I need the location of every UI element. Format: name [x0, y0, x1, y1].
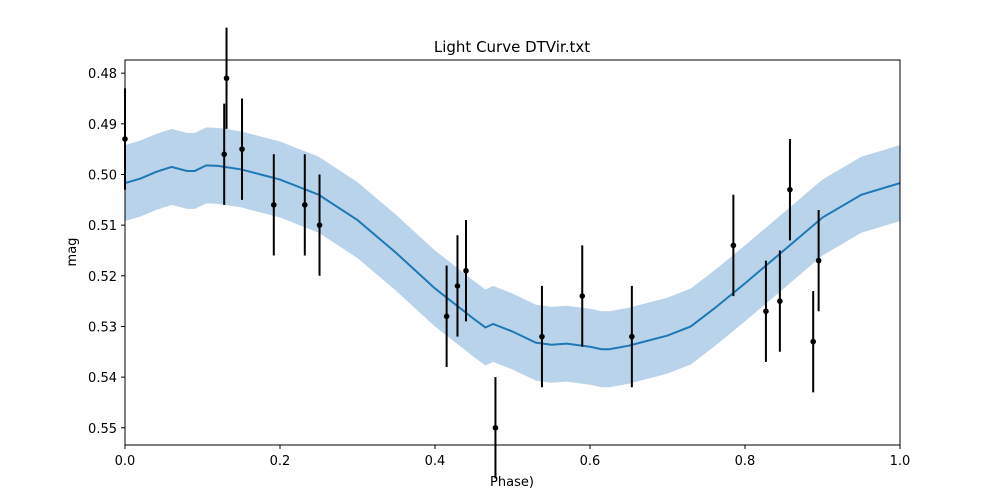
data-point — [810, 338, 816, 345]
x-tick-label: 1.0 — [890, 454, 911, 469]
x-tick-label: 0.4 — [425, 454, 446, 469]
data-point — [787, 186, 793, 193]
y-tick-label: 0.52 — [88, 270, 117, 285]
data-point — [239, 146, 245, 152]
data-point — [223, 75, 230, 82]
data-point — [815, 257, 822, 264]
y-tick-label: 0.50 — [88, 168, 117, 183]
data-point — [777, 298, 783, 304]
y-tick-label: 0.53 — [88, 320, 117, 335]
x-tick-label: 0.8 — [735, 454, 756, 469]
y-axis-label: mag — [65, 238, 80, 267]
x-tick-label: 0.0 — [115, 454, 136, 469]
y-tick-label: 0.54 — [88, 371, 117, 386]
data-point — [539, 333, 545, 340]
data-point — [316, 222, 323, 228]
data-point — [629, 333, 635, 340]
data-point — [463, 267, 469, 274]
data-point — [221, 151, 227, 158]
data-point — [271, 202, 277, 208]
y-tick-label: 0.48 — [88, 67, 117, 82]
x-tick-label: 0.6 — [580, 454, 601, 469]
x-tick-label: 0.2 — [270, 454, 291, 469]
chart-title: Light Curve DTVir.txt — [434, 38, 590, 56]
y-tick-label: 0.51 — [88, 219, 117, 234]
plot-frame — [124, 59, 901, 446]
data-point — [730, 242, 737, 249]
model-line — [124, 164, 901, 351]
data-point — [454, 283, 461, 289]
data-point — [443, 313, 450, 320]
data-point — [492, 424, 499, 431]
data-point — [302, 202, 308, 208]
data-point — [579, 293, 586, 299]
y-tick-label: 0.49 — [88, 118, 117, 133]
y-tick-label: 0.55 — [88, 422, 117, 437]
data-point — [763, 308, 769, 315]
x-axis-label: Phase) — [490, 475, 534, 490]
